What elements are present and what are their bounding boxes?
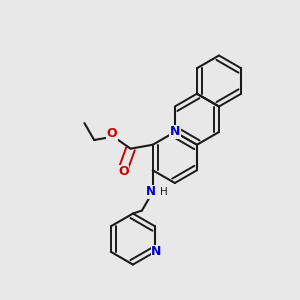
Text: O: O: [106, 127, 117, 140]
Text: N: N: [151, 245, 162, 258]
Text: N: N: [169, 125, 180, 139]
Text: H: H: [160, 187, 168, 197]
Text: N: N: [146, 185, 156, 198]
Text: O: O: [118, 166, 129, 178]
